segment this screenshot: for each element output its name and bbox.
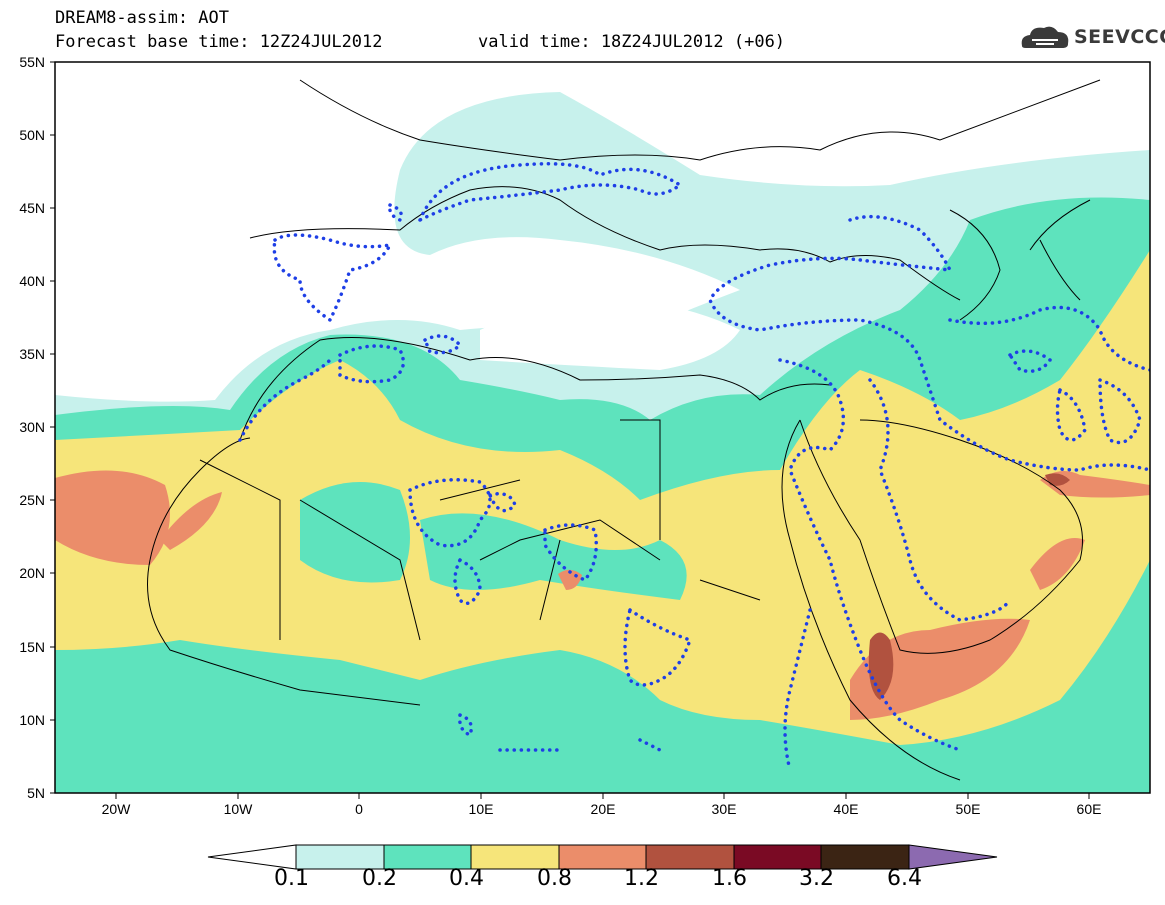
lat-label-55n: 55N bbox=[19, 54, 45, 70]
colorbar-label-0.8: 0.8 bbox=[537, 866, 572, 891]
colorbar-label-0.1: 0.1 bbox=[274, 866, 309, 891]
colorbar-swatch-2 bbox=[470, 844, 560, 870]
lon-axis: 20W 10W 0 10E 20E 30E 40E 50E 60E bbox=[102, 793, 1102, 817]
dust-contours bbox=[238, 162, 1150, 772]
aot-fields bbox=[55, 62, 1150, 793]
lat-label-20n: 20N bbox=[19, 565, 45, 581]
aot-band-0.8 bbox=[55, 470, 170, 565]
colorbar-label-1.2: 1.2 bbox=[624, 866, 659, 891]
map-title: DREAM8-assim: AOT bbox=[55, 8, 229, 28]
colorbar-swatch-4 bbox=[645, 844, 735, 870]
lat-label-40n: 40N bbox=[19, 273, 45, 289]
lon-label-40e: 40E bbox=[834, 801, 859, 817]
lat-label-25n: 25N bbox=[19, 492, 45, 508]
lat-label-30n: 30N bbox=[19, 419, 45, 435]
lon-label-20w: 20W bbox=[102, 801, 132, 817]
colorbar-label-0.4: 0.4 bbox=[449, 866, 484, 891]
colorbar-label-0.2: 0.2 bbox=[362, 866, 397, 891]
coastlines bbox=[147, 79, 1101, 781]
lat-label-5n: 5N bbox=[27, 785, 45, 801]
colorbar-swatch-1 bbox=[383, 844, 472, 870]
cloud-logo-icon bbox=[1021, 26, 1069, 48]
lat-label-45n: 45N bbox=[19, 200, 45, 216]
colorbar-label-6.4: 6.4 bbox=[887, 866, 922, 891]
aot-band-0.4 bbox=[55, 250, 1150, 745]
lon-label-10w: 10W bbox=[224, 801, 254, 817]
logo-text: SEEVCCC bbox=[1074, 26, 1165, 48]
lat-label-50n: 50N bbox=[19, 127, 45, 143]
lat-axis: 55N 50N 45N 40N 35N 30N 25N 20N 15N 10N … bbox=[19, 54, 55, 801]
colorbar-label-1.6: 1.6 bbox=[712, 866, 747, 891]
lat-label-10n: 10N bbox=[19, 712, 45, 728]
lat-label-35n: 35N bbox=[19, 346, 45, 362]
lon-label-20e: 20E bbox=[591, 801, 616, 817]
colorbar-high-arrow bbox=[908, 844, 998, 870]
colorbar-label-3.2: 3.2 bbox=[799, 866, 834, 891]
lon-label-50e: 50E bbox=[956, 801, 981, 817]
lon-label-30e: 30E bbox=[712, 801, 737, 817]
colorbar-swatch-3 bbox=[558, 844, 647, 870]
colorbar bbox=[207, 844, 998, 870]
colorbar-swatch-0 bbox=[295, 844, 385, 870]
lon-label-60e: 60E bbox=[1077, 801, 1102, 817]
lon-label-0: 0 bbox=[355, 801, 363, 817]
lon-label-10e: 10E bbox=[469, 801, 494, 817]
valid-time: valid time: 18Z24JUL2012 (+06) bbox=[478, 32, 786, 52]
forecast-base-time: Forecast base time: 12Z24JUL2012 bbox=[55, 32, 383, 52]
lat-label-15n: 15N bbox=[19, 639, 45, 655]
